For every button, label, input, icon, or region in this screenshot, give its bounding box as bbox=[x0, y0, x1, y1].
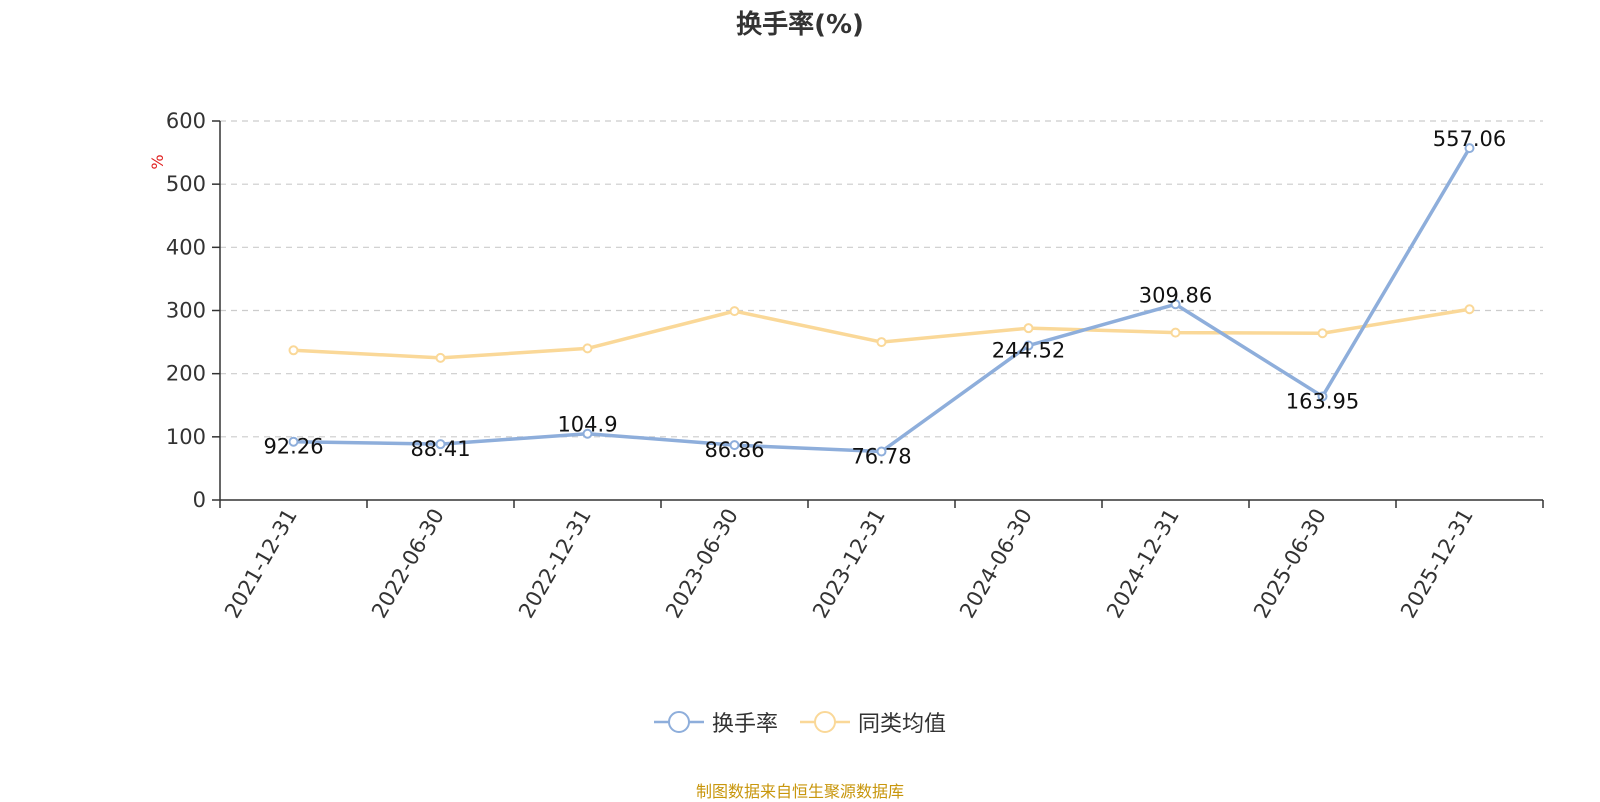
legend-marker-icon bbox=[653, 711, 704, 733]
data-label: 557.06 bbox=[1433, 127, 1506, 151]
y-tick-label: 0 bbox=[193, 488, 206, 512]
data-label: 104.9 bbox=[557, 413, 617, 437]
y-axis-label: % bbox=[148, 154, 167, 169]
x-tick-label: 2021-12-31 bbox=[220, 505, 302, 623]
grid-lines bbox=[220, 120, 1543, 438]
x-tick-label: 2023-12-31 bbox=[808, 505, 890, 623]
data-point bbox=[1023, 340, 1034, 351]
legend-item[interactable]: 换手率 bbox=[653, 706, 778, 738]
legend-label: 换手率 bbox=[711, 712, 778, 737]
x-tick-label: 2022-12-31 bbox=[514, 505, 596, 623]
line-chart: 0 100 200 300 400 500 600% 2021-12-31 2022-06-30… bbox=[148, 109, 1544, 623]
x-tick-label: 2024-06-30 bbox=[955, 505, 1037, 623]
x-tick-label: 2023-06-30 bbox=[661, 505, 743, 623]
data-point bbox=[1170, 327, 1181, 338]
series-line bbox=[291, 307, 1472, 360]
data-label: 309.86 bbox=[1139, 283, 1212, 307]
series-lines bbox=[288, 143, 1475, 457]
data-point bbox=[729, 306, 740, 317]
y-tick-label: 200 bbox=[166, 362, 206, 386]
data-point bbox=[1317, 391, 1328, 402]
x-tick-label: 2025-12-31 bbox=[1396, 505, 1478, 623]
y-tick-label: 500 bbox=[166, 172, 206, 196]
legend: 换手率 同类均值 bbox=[0, 706, 1600, 738]
y-tick-label: 300 bbox=[166, 299, 206, 323]
data-point bbox=[435, 439, 446, 450]
axes: 0 100 200 300 400 500 600% 2021-12-31 2022-06-30… bbox=[148, 109, 1544, 623]
chart-title: 换手率(%) bbox=[736, 10, 864, 40]
legend-circle bbox=[814, 711, 836, 733]
data-labels: 92.26 88.41 104.9 86.86 76.78 244.52 309.86 163… bbox=[263, 127, 1506, 468]
data-label: 244.52 bbox=[992, 339, 1065, 363]
data-label: 92.26 bbox=[263, 435, 323, 459]
data-label: 76.78 bbox=[851, 445, 911, 469]
data-point bbox=[582, 343, 593, 354]
data-label: 88.41 bbox=[410, 437, 470, 461]
legend-marker-icon bbox=[800, 711, 850, 733]
x-tick-label: 2022-06-30 bbox=[367, 505, 449, 623]
data-point bbox=[1464, 304, 1475, 315]
data-point bbox=[1464, 143, 1475, 154]
data-point bbox=[876, 337, 887, 348]
y-tick-label: 600 bbox=[166, 109, 206, 133]
source-note: 制图数据来自恒生聚源数据库 bbox=[695, 782, 904, 801]
data-point bbox=[288, 345, 299, 356]
data-label: 86.86 bbox=[704, 438, 764, 462]
legend-label: 同类均值 bbox=[858, 712, 947, 737]
data-point bbox=[1317, 328, 1328, 339]
data-point bbox=[435, 352, 446, 363]
data-label: 163.95 bbox=[1286, 389, 1359, 413]
data-point bbox=[288, 436, 299, 447]
data-point bbox=[729, 440, 740, 451]
y-tick-label: 400 bbox=[166, 235, 206, 259]
data-point bbox=[1170, 299, 1181, 310]
x-tick-label: 2025-06-30 bbox=[1249, 505, 1331, 623]
legend-item[interactable]: 同类均值 bbox=[800, 706, 946, 738]
legend-circle bbox=[667, 711, 690, 733]
data-point bbox=[582, 428, 593, 439]
y-tick-label: 100 bbox=[166, 425, 206, 449]
data-point bbox=[1023, 323, 1034, 334]
data-point bbox=[876, 446, 887, 457]
x-tick-label: 2024-12-31 bbox=[1102, 505, 1184, 623]
